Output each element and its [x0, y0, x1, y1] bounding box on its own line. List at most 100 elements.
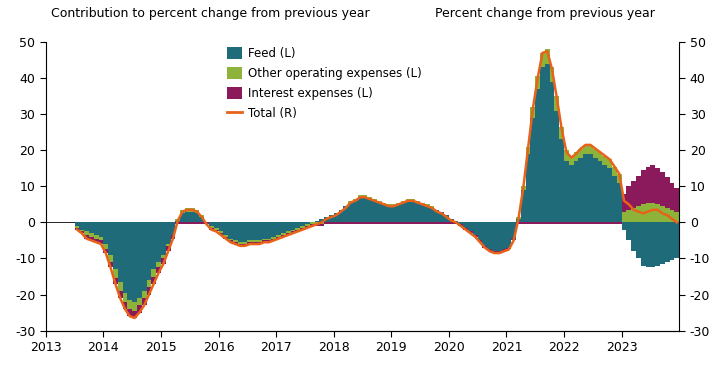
Bar [444, 223, 449, 224]
Bar [161, 255, 166, 258]
Bar [621, 194, 626, 211]
Bar [617, 174, 621, 183]
Bar [425, 206, 430, 223]
Bar [209, 228, 214, 230]
Bar [209, 226, 214, 228]
Bar [646, 166, 650, 203]
Bar [233, 223, 238, 241]
Bar [511, 223, 516, 239]
Bar [531, 107, 535, 118]
Bar [199, 223, 204, 224]
Bar [473, 223, 478, 235]
Bar [573, 223, 579, 224]
Bar [113, 223, 117, 269]
Bar [655, 204, 660, 223]
Bar [415, 203, 420, 223]
Bar [319, 223, 324, 224]
Bar [550, 68, 555, 82]
Bar [646, 203, 650, 223]
Bar [531, 223, 535, 224]
Bar [99, 237, 104, 241]
Bar [579, 158, 583, 223]
Bar [156, 262, 161, 268]
Bar [526, 223, 531, 224]
Bar [247, 223, 252, 241]
Bar [142, 298, 146, 305]
Bar [626, 210, 631, 223]
Bar [660, 223, 665, 264]
Bar [104, 244, 108, 249]
Bar [650, 203, 655, 223]
Bar [166, 246, 170, 251]
Bar [75, 228, 79, 230]
Bar [545, 49, 550, 64]
Bar [482, 223, 487, 246]
Bar [291, 230, 295, 231]
Bar [502, 249, 507, 251]
Bar [310, 223, 315, 224]
Bar [617, 183, 621, 223]
Bar [218, 233, 223, 235]
Bar [305, 224, 310, 226]
Bar [641, 170, 646, 204]
Bar [132, 302, 137, 311]
Bar [300, 226, 305, 228]
Bar [108, 262, 113, 268]
Bar [310, 224, 315, 226]
Bar [511, 239, 516, 241]
Bar [621, 223, 626, 230]
Bar [281, 233, 286, 235]
Bar [406, 201, 410, 223]
Bar [344, 223, 348, 224]
Bar [300, 228, 305, 230]
Bar [190, 208, 194, 211]
Bar [252, 241, 257, 242]
Bar [641, 223, 646, 266]
Bar [646, 223, 650, 268]
Bar [602, 223, 608, 224]
Bar [305, 223, 310, 224]
Text: Contribution to percent change from previous year: Contribution to percent change from prev… [51, 7, 369, 20]
Bar [636, 176, 641, 206]
Bar [430, 208, 434, 223]
Bar [674, 211, 679, 223]
Bar [161, 258, 166, 264]
Bar [381, 203, 386, 204]
Bar [353, 201, 357, 223]
Bar [262, 241, 267, 242]
Bar [502, 223, 507, 249]
Bar [128, 223, 132, 300]
Bar [674, 188, 679, 211]
Bar [670, 210, 674, 223]
Bar [439, 211, 444, 223]
Bar [128, 309, 132, 316]
Bar [170, 235, 175, 239]
Bar [117, 291, 123, 298]
Bar [291, 223, 295, 230]
Bar [185, 223, 190, 224]
Bar [588, 223, 593, 224]
Bar [276, 223, 281, 235]
Bar [94, 235, 99, 239]
Bar [146, 280, 152, 287]
Bar [468, 223, 473, 231]
Bar [555, 223, 559, 224]
Bar [84, 231, 89, 235]
Bar [194, 210, 199, 213]
Bar [117, 223, 123, 282]
Bar [521, 190, 526, 223]
Bar [535, 223, 540, 224]
Bar [214, 228, 218, 230]
Bar [223, 237, 228, 239]
Bar [238, 244, 243, 246]
Bar [142, 223, 146, 291]
Bar [597, 161, 602, 223]
Bar [665, 223, 670, 262]
Bar [564, 223, 569, 224]
Bar [569, 223, 573, 224]
Bar [420, 223, 425, 224]
Bar [454, 223, 458, 224]
Bar [257, 223, 262, 241]
Bar [190, 223, 194, 224]
Bar [449, 219, 454, 223]
